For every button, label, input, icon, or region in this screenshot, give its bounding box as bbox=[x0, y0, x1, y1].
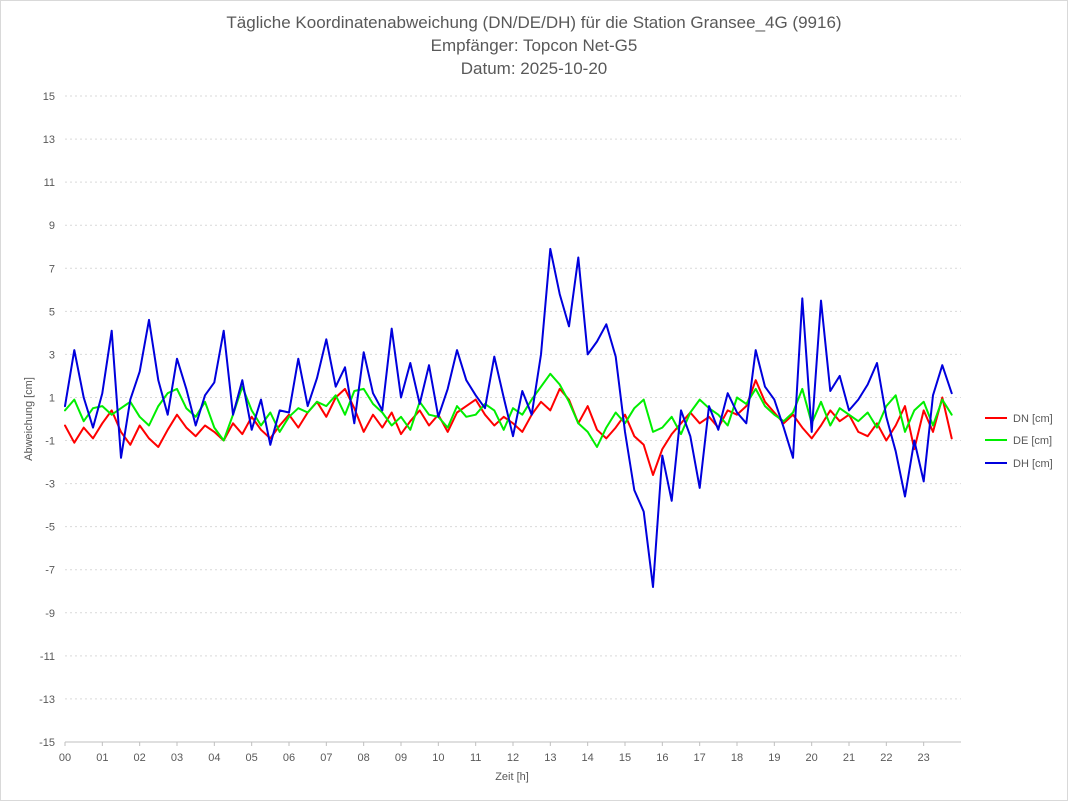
x-tick-label: 10 bbox=[432, 752, 444, 764]
x-tick-label: 06 bbox=[283, 752, 295, 764]
x-tick-label: 12 bbox=[507, 752, 519, 764]
legend-label-de: DE [cm] bbox=[1013, 435, 1052, 447]
x-tick-label: 19 bbox=[768, 752, 780, 764]
x-tick-label: 03 bbox=[171, 752, 183, 764]
x-tick-label: 22 bbox=[880, 752, 892, 764]
x-tick-label: 18 bbox=[731, 752, 743, 764]
y-tick-label: 15 bbox=[43, 91, 55, 103]
series-line-dh bbox=[64, 247, 953, 588]
y-tick-label: -5 bbox=[45, 522, 55, 534]
y-tick-label: -1 bbox=[45, 436, 55, 448]
legend-label-dh: DH [cm] bbox=[1013, 458, 1053, 470]
y-tick-label: 9 bbox=[49, 220, 55, 232]
y-axis-ticks: 15 13 11 9 7 5 3 1 -1 -3 -5 -7 -9 -11 -13 -15 bbox=[39, 91, 55, 749]
x-tick-label: 11 bbox=[470, 752, 481, 764]
series-lines bbox=[64, 247, 953, 588]
y-tick-label: -13 bbox=[39, 694, 55, 706]
y-tick-label: 7 bbox=[49, 263, 55, 275]
x-tick-label: 21 bbox=[843, 752, 855, 764]
legend: DN [cm] DE [cm] DH [cm] bbox=[985, 413, 1053, 470]
chart-title: Tägliche Koordinatenabweichung (DN/DE/DH… bbox=[226, 13, 841, 78]
y-tick-label: -15 bbox=[39, 737, 55, 749]
y-tick-label: 3 bbox=[49, 349, 55, 361]
y-tick-label: -11 bbox=[40, 651, 55, 663]
x-tick-label: 05 bbox=[246, 752, 258, 764]
x-tick-label: 15 bbox=[619, 752, 631, 764]
x-tick-label: 04 bbox=[208, 752, 220, 764]
x-axis-ticks: 00 01 02 03 04 05 06 07 08 09 10 11 12 13 14 15 16 17 18 19… bbox=[59, 742, 930, 764]
y-tick-label: 13 bbox=[43, 134, 55, 146]
x-tick-label: 14 bbox=[582, 752, 594, 764]
x-tick-label: 16 bbox=[656, 752, 668, 764]
x-tick-label: 13 bbox=[544, 752, 556, 764]
gridlines bbox=[65, 95, 961, 743]
chart-title-line-2: Empfänger: Topcon Net-G5 bbox=[431, 36, 638, 55]
y-tick-label: 11 bbox=[44, 177, 55, 189]
y-tick-label: -9 bbox=[45, 608, 55, 620]
y-tick-label: -7 bbox=[45, 565, 55, 577]
series-line-dn bbox=[64, 379, 953, 476]
x-tick-label: 09 bbox=[395, 752, 407, 764]
x-tick-label: 20 bbox=[806, 752, 818, 764]
x-tick-label: 08 bbox=[358, 752, 370, 764]
y-tick-label: -3 bbox=[45, 479, 55, 491]
x-axis-title: Zeit [h] bbox=[495, 771, 529, 783]
x-tick-label: 23 bbox=[918, 752, 930, 764]
x-tick-label: 17 bbox=[694, 752, 706, 764]
x-tick-label: 00 bbox=[59, 752, 71, 764]
series-line-de bbox=[64, 372, 953, 448]
x-tick-label: 02 bbox=[134, 752, 146, 764]
x-tick-label: 07 bbox=[320, 752, 332, 764]
chart-title-line-3: Datum: 2025-10-20 bbox=[461, 59, 607, 78]
y-tick-label: 5 bbox=[49, 306, 55, 318]
legend-label-dn: DN [cm] bbox=[1013, 413, 1053, 425]
x-tick-label: 01 bbox=[96, 752, 108, 764]
y-axis-title: Abweichung [cm] bbox=[23, 377, 35, 461]
chart-title-line-1: Tägliche Koordinatenabweichung (DN/DE/DH… bbox=[226, 13, 841, 32]
y-tick-label: 1 bbox=[49, 392, 55, 404]
